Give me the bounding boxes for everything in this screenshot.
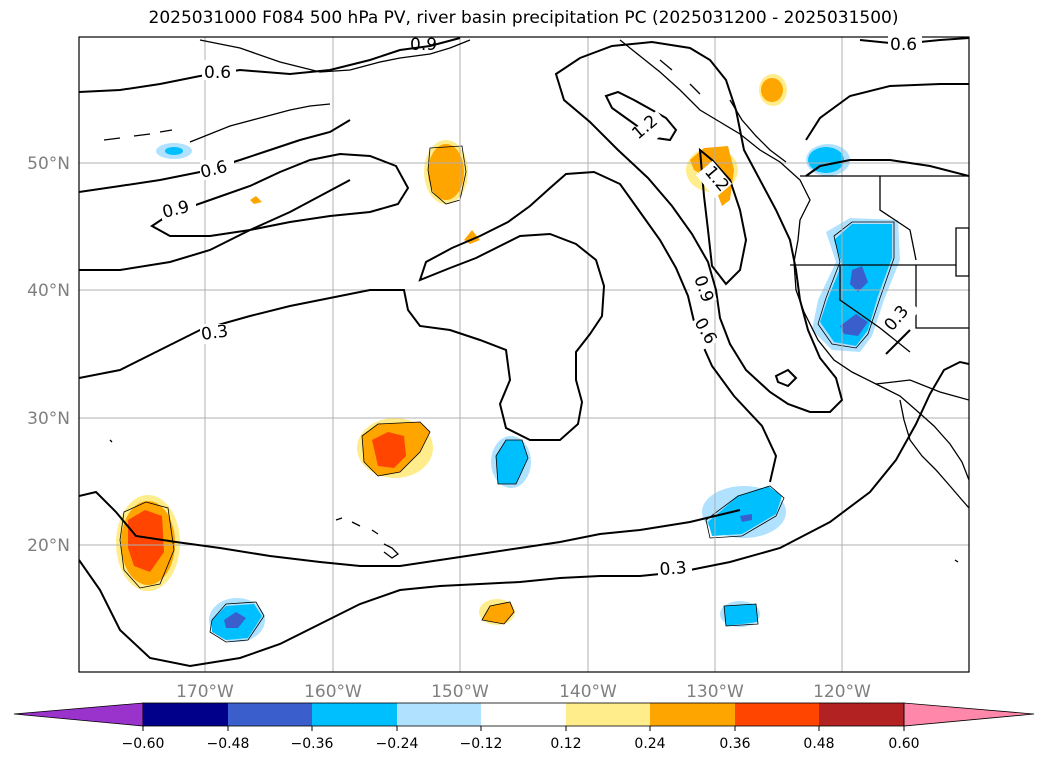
colorbar-tick-label: 0.12 xyxy=(550,736,581,752)
colorbar-segment xyxy=(481,703,566,726)
contour-label-4: 0.9 xyxy=(410,35,437,55)
colorbar-tick-label: −0.60 xyxy=(122,736,165,752)
colorbar-tick-label: −0.12 xyxy=(460,736,503,752)
colorbar-segment xyxy=(819,703,904,726)
colorbar-tick-label: 0.60 xyxy=(888,736,919,752)
colorbar-segment xyxy=(312,703,397,726)
colorbar-tick-label: −0.48 xyxy=(207,736,250,752)
colorbar-tick-label: −0.36 xyxy=(291,736,334,752)
lon-label-160w: 160°W xyxy=(304,682,362,702)
colorbar-segment xyxy=(397,703,481,726)
colorbar-segment xyxy=(566,703,650,726)
precip-blob-california xyxy=(812,218,900,352)
contour-label-10: 0.3 xyxy=(659,558,687,580)
precip-blob-mid-pacific-blue xyxy=(491,436,531,488)
precip-blob-gulf-alaska xyxy=(424,140,468,204)
lon-label-130w: 130°W xyxy=(686,682,744,702)
contour-label-0: 0.6 xyxy=(204,63,231,83)
longitude-labels: 170°W 160°W 150°W 140°W 130°W 120°W xyxy=(176,682,871,702)
lat-label-50n: 50°N xyxy=(27,154,70,174)
lon-label-140w: 140°W xyxy=(559,682,617,702)
pv-contours xyxy=(79,37,969,668)
precip-blob-east-pacific-blue xyxy=(702,486,786,538)
lat-label-40n: 40°N xyxy=(27,281,70,301)
contour-label-5: 0.3 xyxy=(200,321,230,345)
colorbar-extend-low xyxy=(13,702,144,727)
gridlines xyxy=(79,37,969,672)
precip-blob-alaska-panhandle xyxy=(759,74,787,106)
coastlines xyxy=(103,39,969,563)
colorbar-segment xyxy=(228,703,312,726)
colorbar-segment xyxy=(650,703,735,726)
precip-blob-aleutian xyxy=(156,143,192,159)
precip-outlines xyxy=(119,145,895,643)
colorbar-segment xyxy=(735,703,819,726)
latitude-labels: 50°N 40°N 30°N 20°N xyxy=(27,154,70,556)
lat-label-30n: 30°N xyxy=(27,409,70,429)
map-title: 2025031000 F084 500 hPa PV, river basin … xyxy=(148,8,899,28)
colorbar-tick-label: 0.36 xyxy=(719,736,750,752)
lat-label-20n: 20°N xyxy=(27,536,70,556)
colorbar-tick-label: 0.48 xyxy=(803,736,834,752)
precip-blob-south xyxy=(479,599,515,625)
lon-label-120w: 120°W xyxy=(813,682,871,702)
precip-blob-southwest-blue xyxy=(209,598,265,642)
map-border xyxy=(78,36,970,673)
precip-blob-southeast-blue xyxy=(720,601,760,627)
precip-blob-central-pacific xyxy=(357,418,433,478)
lon-label-170w: 170°W xyxy=(176,682,234,702)
precip-blob-west-pacific xyxy=(116,495,180,591)
colorbar-segment xyxy=(143,703,228,726)
colorbar: −0.60 −0.48 −0.36 −0.24 −0.12 0.12 0.24 … xyxy=(13,702,1035,752)
map-panel xyxy=(79,37,969,672)
colorbar-extend-high xyxy=(903,702,1035,727)
colorbar-tick-label: −0.24 xyxy=(376,736,419,752)
colorbar-tick-label: 0.24 xyxy=(634,736,665,752)
lon-label-150w: 150°W xyxy=(431,682,489,702)
contour-label-1: 0.6 xyxy=(890,35,917,55)
